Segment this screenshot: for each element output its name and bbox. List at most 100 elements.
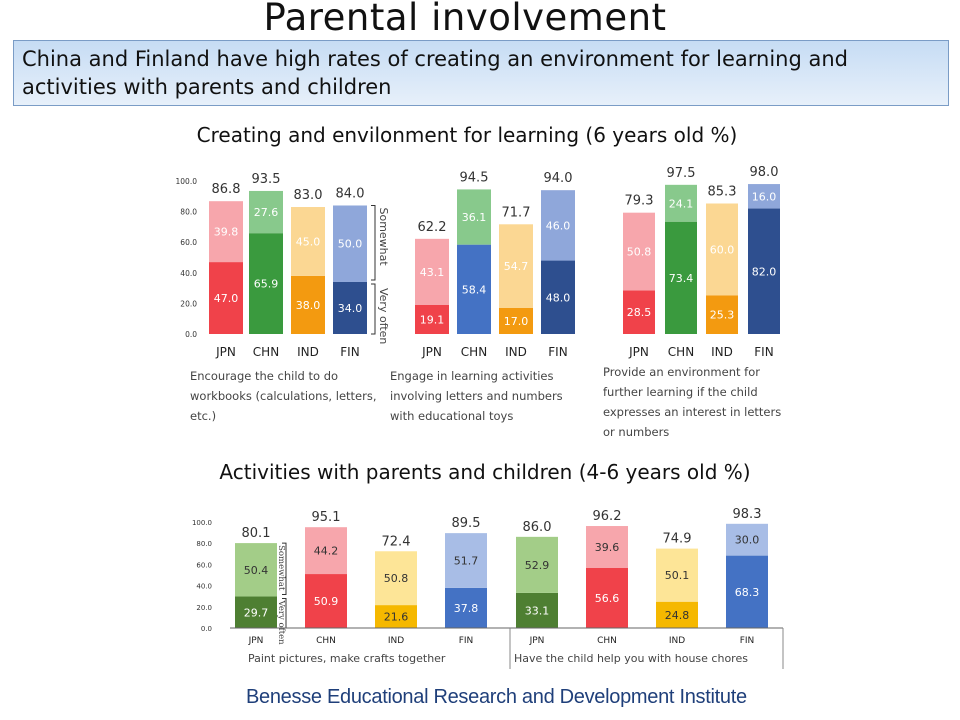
data-label-very-often: 37.8: [454, 602, 479, 615]
bar-somewhat-chn: [249, 190, 283, 234]
x-tick-label: IND: [297, 345, 319, 359]
x-tick-label: FIN: [740, 636, 755, 646]
bar-somewhat-jpn: [235, 543, 277, 597]
x-tick-label: CHN: [597, 636, 617, 646]
data-label-very-often: 47.0: [214, 292, 239, 305]
data-label-total: 86.8: [212, 182, 241, 197]
data-label-total: 98.3: [733, 507, 762, 522]
data-label-somewhat: 39.8: [214, 226, 239, 239]
data-label-very-often: 17.0: [504, 315, 529, 328]
bar-somewhat-jpn: [415, 238, 449, 305]
data-label-somewhat: 30.0: [735, 534, 760, 547]
data-label-total: 83.0: [294, 188, 323, 203]
bar-very-often-jpn: [516, 592, 558, 628]
bar-very-often-fin: [541, 260, 575, 334]
data-label-very-often: 82.0: [752, 265, 777, 278]
bar-very-often-ind: [499, 307, 533, 334]
bar-very-often-fin: [445, 587, 487, 628]
data-label-very-often: 24.8: [665, 609, 690, 622]
data-label-somewhat: 50.1: [665, 569, 690, 582]
x-tick-label: JPN: [529, 636, 545, 646]
data-label-total: 62.2: [418, 220, 447, 235]
data-label-very-often: 73.4: [669, 272, 694, 285]
bar-somewhat-chn: [305, 527, 347, 575]
x-tick-label: CHN: [668, 345, 694, 359]
bar-very-often-chn: [305, 574, 347, 628]
x-tick-label: IND: [669, 636, 685, 646]
data-label-somewhat: 46.0: [546, 219, 571, 232]
data-label-very-often: 34.0: [338, 302, 363, 315]
bar-somewhat-chn: [457, 189, 491, 245]
chart-caption-workbooks: Encourage the child to do workbooks (cal…: [190, 369, 377, 423]
data-label-somewhat: 50.8: [384, 572, 409, 585]
data-label-very-often: 38.0: [296, 299, 321, 312]
bar-somewhat-ind: [499, 224, 533, 308]
data-label-total: 94.5: [460, 170, 489, 185]
legend-somewhat: Somewhat: [377, 207, 390, 266]
bar-very-often-jpn: [415, 304, 449, 334]
data-label-total: 80.1: [242, 526, 271, 541]
x-tick-label: CHN: [253, 345, 279, 359]
bar-somewhat-chn: [665, 184, 697, 222]
section-title-learning: Creating and envilonment for learning (6…: [196, 123, 738, 147]
data-label-very-often: 56.6: [595, 592, 620, 605]
legend-somewhat: Somewhat: [276, 545, 286, 591]
data-label-very-often: 25.3: [710, 309, 735, 322]
x-tick-label: JPN: [628, 345, 649, 359]
y-tick-label: 100.0: [176, 177, 198, 186]
data-label-total: 71.7: [502, 205, 531, 220]
data-label-somewhat: 60.0: [710, 243, 735, 256]
data-label-very-often: 68.3: [735, 586, 760, 599]
x-tick-label: IND: [711, 345, 733, 359]
chart-caption-house-chores: Have the child help you with house chore…: [514, 652, 748, 665]
y-tick-label: 80.0: [180, 208, 197, 217]
data-label-total: 97.5: [667, 166, 696, 181]
x-tick-label: FIN: [754, 345, 773, 359]
data-label-very-often: 33.1: [525, 604, 550, 617]
data-label-total: 89.5: [452, 516, 481, 531]
bar-very-often-ind: [291, 275, 325, 334]
data-label-very-often: 58.4: [462, 283, 487, 296]
data-label-very-often: 29.7: [244, 606, 269, 619]
data-label-somewhat: 54.7: [504, 260, 529, 273]
bar-somewhat-jpn: [209, 201, 243, 263]
summary-banner: China and Finland have high rates of cre…: [13, 40, 949, 106]
legend-bracket-very-often: [371, 283, 376, 335]
y-tick-label: 0.0: [185, 330, 197, 339]
y-tick-label: 100.0: [192, 519, 212, 527]
bar-somewhat-jpn: [623, 212, 655, 291]
bar-somewhat-ind: [706, 203, 738, 296]
legend-bracket-somewhat: [282, 542, 287, 596]
x-tick-label: CHN: [461, 345, 487, 359]
data-label-very-often: 48.0: [546, 291, 571, 304]
data-label-very-often: 50.9: [314, 595, 339, 608]
data-label-somewhat: 50.8: [627, 246, 652, 259]
x-tick-label: JPN: [421, 345, 442, 359]
data-label-very-often: 19.1: [420, 313, 445, 326]
data-label-total: 95.1: [312, 510, 341, 525]
bar-somewhat-ind: [656, 548, 698, 602]
y-tick-label: 40.0: [196, 583, 212, 591]
page-title: Parental involvement: [263, 0, 667, 39]
data-label-somewhat: 50.4: [244, 564, 269, 577]
bar-somewhat-fin: [541, 190, 575, 261]
x-tick-label: CHN: [316, 636, 336, 646]
bar-somewhat-fin: [748, 184, 780, 209]
y-tick-label: 60.0: [196, 561, 212, 569]
data-label-somewhat: 36.1: [462, 211, 487, 224]
data-label-total: 84.0: [336, 186, 365, 201]
bar-very-often-ind: [375, 605, 417, 628]
legend-very-often: Very often: [377, 288, 390, 344]
data-label-total: 98.0: [750, 165, 779, 180]
bar-somewhat-ind: [291, 207, 325, 276]
bar-very-often-fin: [726, 555, 768, 628]
bar-very-often-chn: [457, 244, 491, 334]
data-label-somewhat: 51.7: [454, 555, 479, 568]
bar-somewhat-ind: [375, 551, 417, 606]
y-tick-label: 20.0: [196, 604, 212, 612]
data-label-somewhat: 45.0: [296, 235, 321, 248]
data-label-very-often: 21.6: [384, 611, 409, 624]
bar-somewhat-fin: [333, 205, 367, 282]
data-label-somewhat: 27.6: [254, 206, 279, 219]
